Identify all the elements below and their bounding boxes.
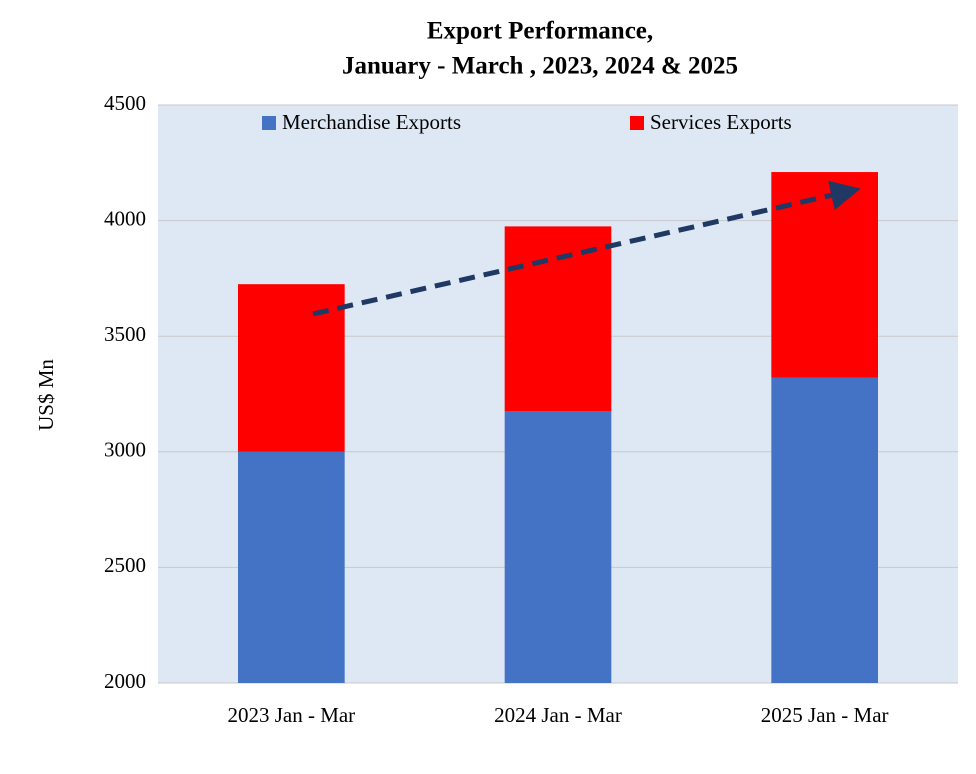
x-tick-label: 2024 Jan - Mar [494, 703, 622, 727]
chart-title: Export Performance, [427, 18, 653, 45]
bar-segment [504, 226, 612, 412]
bar-segment [238, 451, 345, 683]
legend-swatch [630, 116, 644, 130]
bar-segment [771, 377, 878, 683]
bar-segment [238, 284, 345, 452]
legend-swatch [262, 116, 276, 130]
chart-title: January - March , 2023, 2024 & 2025 [342, 53, 738, 80]
y-axis-label: US$ Mn [34, 359, 58, 431]
y-tick-label: 2000 [104, 669, 146, 693]
y-tick-label: 3500 [104, 322, 146, 346]
x-tick-label: 2023 Jan - Mar [227, 703, 355, 727]
bar-segment [504, 411, 612, 683]
y-tick-label: 4000 [104, 206, 146, 230]
legend-label: Services Exports [650, 110, 792, 134]
y-tick-label: 2500 [104, 553, 146, 577]
y-tick-label: 4500 [104, 91, 146, 115]
y-tick-label: 3000 [104, 438, 146, 462]
x-tick-label: 2025 Jan - Mar [761, 703, 889, 727]
legend-label: Merchandise Exports [282, 110, 461, 134]
trend-arrow [312, 180, 861, 317]
